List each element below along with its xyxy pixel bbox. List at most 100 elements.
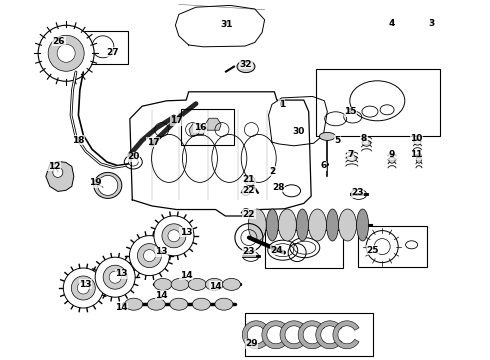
Circle shape [168, 230, 180, 242]
Text: 27: 27 [106, 48, 119, 57]
Circle shape [95, 257, 135, 297]
Ellipse shape [205, 278, 223, 291]
Polygon shape [46, 161, 74, 192]
Text: 9: 9 [389, 150, 395, 159]
Text: 1: 1 [279, 100, 285, 109]
Ellipse shape [248, 209, 266, 241]
Bar [245, 313, 373, 356]
Circle shape [138, 244, 161, 267]
Ellipse shape [171, 278, 189, 291]
Text: 24: 24 [270, 246, 283, 255]
Circle shape [72, 276, 95, 300]
Text: 2: 2 [269, 166, 275, 175]
Ellipse shape [125, 298, 143, 310]
Circle shape [103, 265, 127, 289]
Text: 23: 23 [351, 188, 364, 197]
Circle shape [98, 175, 118, 195]
Ellipse shape [188, 278, 206, 291]
Ellipse shape [319, 132, 335, 140]
Circle shape [129, 235, 170, 276]
Text: 30: 30 [293, 127, 305, 136]
Text: 11: 11 [410, 150, 423, 159]
Text: 31: 31 [220, 20, 233, 29]
Text: 32: 32 [240, 59, 252, 68]
Text: 5: 5 [334, 136, 340, 145]
Ellipse shape [193, 298, 210, 310]
Text: 28: 28 [272, 183, 285, 192]
Ellipse shape [326, 209, 339, 241]
Text: 25: 25 [366, 246, 379, 255]
Text: 23: 23 [243, 248, 255, 256]
Circle shape [144, 249, 155, 262]
Circle shape [57, 44, 75, 62]
Text: 6: 6 [320, 161, 326, 170]
Circle shape [154, 216, 194, 256]
Bar [358, 226, 427, 267]
Text: 12: 12 [48, 162, 60, 171]
Text: 13: 13 [155, 248, 168, 256]
Text: 14: 14 [155, 291, 168, 300]
Bar [181, 109, 234, 145]
Ellipse shape [147, 298, 165, 310]
Ellipse shape [222, 278, 241, 291]
Text: 18: 18 [72, 136, 85, 145]
Ellipse shape [363, 140, 370, 146]
Text: 14: 14 [180, 271, 193, 280]
Ellipse shape [339, 209, 357, 241]
Polygon shape [205, 118, 221, 130]
Text: 16: 16 [194, 123, 206, 132]
Text: 4: 4 [389, 19, 395, 28]
Text: 29: 29 [245, 339, 258, 348]
Circle shape [77, 282, 89, 294]
Text: 19: 19 [89, 178, 102, 187]
Polygon shape [280, 321, 306, 349]
Ellipse shape [416, 157, 421, 163]
Polygon shape [316, 321, 342, 349]
Text: 7: 7 [347, 150, 354, 159]
Ellipse shape [94, 172, 122, 198]
Bar [316, 69, 440, 136]
Circle shape [162, 224, 186, 248]
Ellipse shape [278, 209, 296, 241]
Text: 3: 3 [428, 19, 434, 28]
Ellipse shape [237, 60, 255, 73]
Circle shape [38, 25, 94, 81]
Ellipse shape [154, 278, 172, 291]
Ellipse shape [389, 157, 395, 163]
Text: 22: 22 [243, 186, 255, 195]
Ellipse shape [215, 298, 233, 310]
Text: 14: 14 [209, 282, 222, 291]
Ellipse shape [414, 139, 421, 145]
Text: 8: 8 [361, 134, 367, 143]
Circle shape [245, 176, 255, 186]
Text: 17: 17 [147, 138, 159, 147]
Ellipse shape [347, 156, 357, 161]
Polygon shape [189, 123, 205, 136]
Polygon shape [333, 321, 359, 349]
Text: 14: 14 [115, 303, 128, 312]
Text: 21: 21 [243, 175, 255, 184]
Bar [75, 31, 128, 64]
Ellipse shape [170, 298, 188, 310]
Text: 10: 10 [410, 134, 423, 143]
Polygon shape [242, 321, 269, 349]
Text: 17: 17 [170, 116, 183, 125]
Ellipse shape [357, 209, 368, 241]
Circle shape [53, 167, 63, 177]
Text: 26: 26 [52, 37, 65, 46]
Circle shape [109, 271, 121, 283]
Ellipse shape [266, 209, 278, 241]
Circle shape [242, 188, 250, 195]
Circle shape [48, 35, 84, 71]
Ellipse shape [308, 209, 326, 241]
Circle shape [242, 208, 250, 216]
Text: 13: 13 [115, 269, 128, 278]
Polygon shape [298, 321, 324, 349]
Ellipse shape [296, 209, 308, 241]
Bar [265, 230, 343, 268]
Text: 22: 22 [243, 210, 255, 219]
Polygon shape [262, 321, 288, 349]
Text: 15: 15 [344, 107, 357, 116]
Text: 13: 13 [79, 280, 92, 289]
Text: 13: 13 [180, 228, 193, 237]
